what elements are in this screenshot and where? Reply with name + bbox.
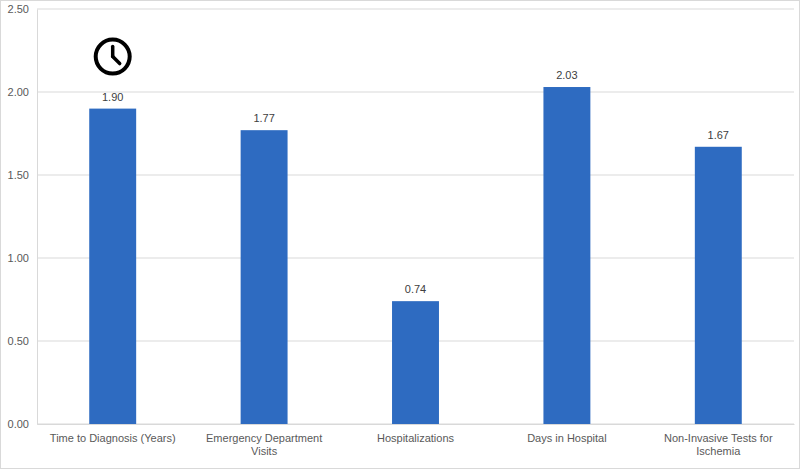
- plot: 0.00 0.50 1.00 1.50 2.00 2.50 Time to Diagnosi…: [8, 3, 795, 457]
- x-tick: Emergency DepartmentVisits: [206, 424, 322, 457]
- x-tick: Non-Invasive Tests forIschemia: [664, 424, 773, 457]
- grid: [37, 9, 794, 424]
- chart-border: [1, 1, 800, 469]
- grid-line: [37, 92, 794, 93]
- y-tick-label: 2.50: [8, 3, 29, 15]
- x-tick-label: Emergency DepartmentVisits: [206, 432, 322, 457]
- chart: 0.00 0.50 1.00 1.50 2.00 2.50 Time to Diagnosi…: [0, 0, 800, 469]
- bar: [543, 87, 590, 424]
- x-axis: Time to Diagnosis (Years) Emergency Depar…: [38, 424, 795, 457]
- y-tick: 1.50: [8, 169, 37, 181]
- y-axis: 0.00 0.50 1.00 1.50 2.00 2.50: [8, 3, 38, 430]
- y-tick: 0.50: [8, 335, 37, 347]
- data-labels: 1.90 1.77 0.74 2.03 1.67: [102, 69, 729, 295]
- grid-line: [37, 258, 794, 259]
- y-tick: 1.00: [8, 252, 37, 264]
- x-tick-label: Hospitalizations: [377, 432, 455, 444]
- x-tick-label: Time to Diagnosis (Years): [50, 432, 176, 444]
- y-tick-label: 2.00: [8, 86, 29, 98]
- clock-face: [96, 40, 130, 74]
- y-tick: 0.00: [8, 418, 37, 430]
- x-tick-label: Non-Invasive Tests forIschemia: [664, 432, 773, 457]
- clock-icon: [96, 40, 130, 74]
- y-tick-label: 1.00: [8, 252, 29, 264]
- bars: [89, 87, 742, 424]
- x-tick-label: Days in Hospital: [527, 432, 606, 444]
- grid-line: [37, 175, 794, 176]
- bar: [241, 130, 288, 424]
- y-tick-label: 0.00: [8, 418, 29, 430]
- y-axis-line: [37, 10, 38, 425]
- clock-hand: [113, 57, 120, 64]
- y-tick: 2.00: [8, 86, 37, 98]
- data-label: 1.77: [253, 112, 274, 124]
- data-label: 1.67: [708, 129, 729, 141]
- data-label: 2.03: [556, 69, 577, 81]
- bar: [89, 109, 136, 424]
- x-tick: Days in Hospital: [527, 424, 606, 444]
- x-tick: Hospitalizations: [377, 424, 455, 444]
- bar: [695, 147, 742, 424]
- grid-line: [37, 9, 794, 10]
- data-label: 0.74: [405, 283, 426, 295]
- y-tick-label: 0.50: [8, 335, 29, 347]
- y-tick-label: 1.50: [8, 169, 29, 181]
- data-label: 1.90: [102, 91, 123, 103]
- x-tick: Time to Diagnosis (Years): [50, 424, 176, 444]
- bar: [392, 301, 439, 424]
- x-axis-line: [38, 424, 795, 425]
- y-tick: 2.50: [8, 3, 37, 15]
